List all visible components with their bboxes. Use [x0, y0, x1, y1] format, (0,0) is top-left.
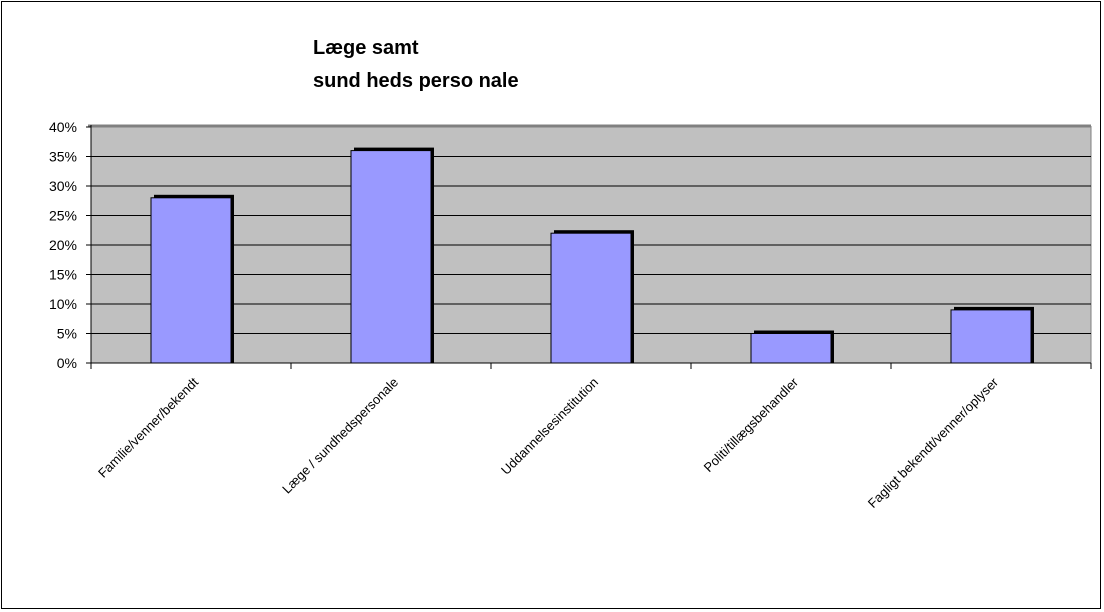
- bar: [350, 150, 432, 364]
- y-tick-label: 20%: [49, 237, 77, 253]
- x-category-label: Politi/tillægsbehandler: [701, 374, 802, 475]
- y-tick-label: 25%: [49, 208, 77, 224]
- bar: [550, 232, 632, 364]
- x-category-label: Familie/venner/bekendt: [95, 374, 201, 480]
- y-tick-label: 5%: [57, 326, 77, 342]
- bar: [150, 197, 232, 364]
- y-tick-label: 0%: [57, 355, 77, 371]
- x-category-label: Læge / sundhedspersonale: [279, 375, 401, 497]
- bar: [750, 333, 832, 364]
- y-tick-label: 40%: [49, 119, 77, 135]
- y-tick-label: 35%: [49, 149, 77, 165]
- y-tick-label: 30%: [49, 178, 77, 194]
- bar: [950, 309, 1032, 364]
- y-tick-label: 15%: [49, 267, 77, 283]
- x-category-label: Fagligt bekendt/venner/oplyser: [865, 374, 1002, 511]
- x-category-label: Uddannelsesinstitution: [498, 375, 601, 478]
- chart-title: Læge samt sund heds perso nale: [313, 37, 519, 92]
- y-tick-label: 10%: [49, 296, 77, 312]
